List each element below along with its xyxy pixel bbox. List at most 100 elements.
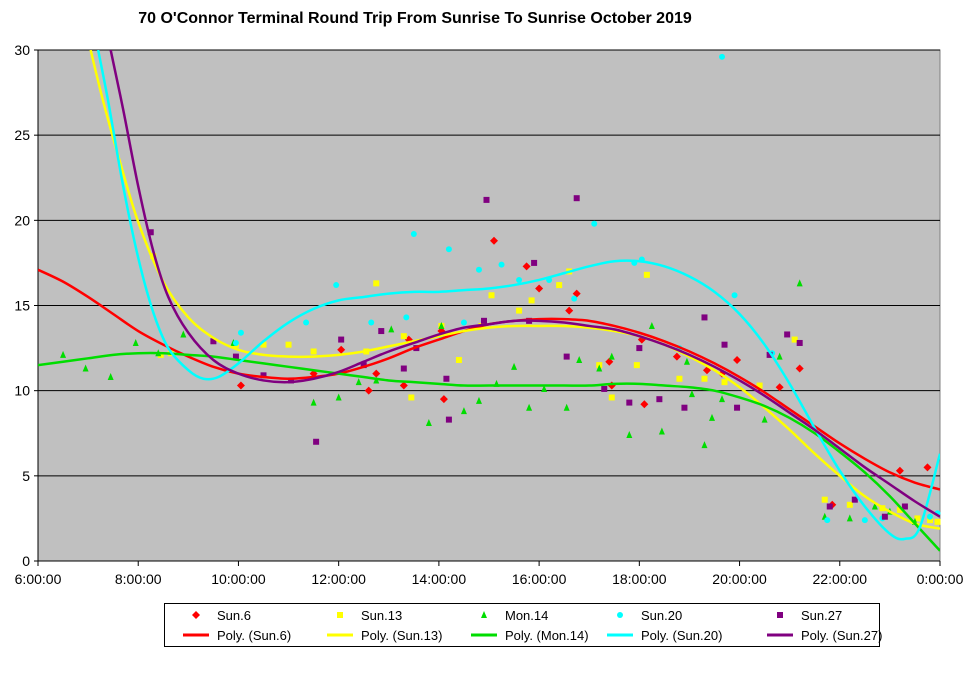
data-point — [688, 390, 695, 398]
data-point — [563, 353, 570, 360]
data-point — [565, 306, 574, 315]
data-point — [895, 466, 904, 475]
data-point — [460, 319, 467, 326]
legend-label: Poly. (Mon.14) — [505, 628, 589, 643]
data-point — [511, 362, 518, 370]
data-point — [556, 282, 563, 289]
data-point — [378, 328, 385, 335]
data-point — [445, 416, 452, 423]
legend-label: Sun.20 — [641, 608, 683, 623]
trendline-3 — [96, 50, 940, 541]
data-point — [483, 196, 490, 203]
legend-label: Mon.14 — [505, 608, 549, 623]
data-point — [335, 393, 342, 401]
data-point — [60, 350, 67, 358]
series-0 — [236, 236, 932, 509]
data-point — [526, 403, 533, 411]
data-point — [455, 357, 462, 364]
legend-label: Sun.13 — [361, 608, 403, 623]
data-point — [861, 517, 868, 524]
data-point — [796, 279, 803, 287]
data-point — [701, 441, 708, 449]
data-point — [373, 280, 380, 287]
data-point — [784, 331, 791, 338]
legend-line-swatch — [183, 633, 209, 637]
data-point — [896, 506, 903, 513]
data-point — [333, 282, 340, 289]
data-point — [516, 276, 523, 283]
data-point — [528, 297, 535, 304]
data-point — [926, 513, 933, 520]
legend-line-swatch — [471, 633, 497, 637]
x-tick-label: 20:00:00 — [712, 571, 767, 587]
x-tick-label: 22:00:00 — [813, 571, 868, 587]
data-point — [601, 385, 608, 392]
data-point — [403, 314, 410, 321]
x-tick-label: 10:00:00 — [211, 571, 266, 587]
data-point — [576, 356, 583, 364]
x-tick-label: 0:00:00 — [917, 571, 964, 587]
data-point — [591, 220, 598, 227]
data-point — [640, 400, 649, 409]
data-point — [676, 375, 683, 382]
y-tick-label: 20 — [14, 212, 30, 228]
data-point — [672, 352, 681, 361]
data-point — [656, 396, 663, 403]
data-point — [633, 362, 640, 369]
data-point — [232, 353, 239, 360]
data-point — [516, 307, 523, 314]
data-point — [571, 295, 578, 302]
data-point — [683, 357, 690, 365]
data-point — [643, 271, 650, 278]
legend-line-swatch — [327, 633, 353, 637]
data-point — [498, 261, 505, 268]
data-point — [285, 341, 292, 348]
data-point — [658, 427, 665, 435]
legend-marker-swatch — [192, 611, 200, 619]
legend-marker — [617, 612, 623, 618]
data-point — [180, 330, 187, 338]
data-point — [210, 338, 217, 345]
legend-marker — [192, 611, 200, 619]
data-point — [626, 430, 633, 438]
data-point — [926, 517, 933, 524]
legend-line-swatch — [607, 633, 633, 637]
data-point — [313, 438, 320, 445]
data-point — [82, 364, 89, 372]
data-point — [438, 321, 445, 329]
data-point — [399, 381, 408, 390]
data-point — [232, 339, 239, 346]
trendline-4 — [109, 50, 940, 518]
data-point — [541, 384, 548, 392]
data-point — [608, 352, 615, 360]
data-point — [368, 319, 375, 326]
x-tick-label: 8:00:00 — [115, 571, 162, 587]
legend-label: Sun.27 — [801, 608, 843, 623]
y-tick-label: 0 — [22, 553, 30, 569]
data-point — [731, 292, 738, 299]
legend-label: Poly. (Sun.6) — [217, 628, 292, 643]
data-point — [914, 515, 921, 522]
data-point — [303, 319, 310, 326]
legend-marker — [481, 611, 487, 618]
data-point — [388, 325, 395, 333]
data-point — [796, 339, 803, 346]
data-point — [408, 394, 415, 401]
x-tick-label: 6:00:00 — [15, 571, 62, 587]
y-tick-label: 10 — [14, 383, 30, 399]
legend-label: Poly. (Sun.27) — [801, 628, 883, 643]
data-point — [480, 317, 487, 324]
data-point — [934, 518, 941, 525]
legend-line-swatch — [767, 633, 793, 637]
data-point — [157, 351, 164, 358]
data-point — [535, 284, 544, 293]
data-point — [881, 513, 888, 520]
data-point — [766, 351, 773, 358]
data-point — [475, 266, 482, 273]
data-point — [355, 378, 362, 386]
legend-marker-swatch — [337, 612, 343, 618]
data-point — [821, 496, 828, 503]
data-point — [475, 396, 482, 404]
legend-marker-swatch — [481, 611, 487, 618]
